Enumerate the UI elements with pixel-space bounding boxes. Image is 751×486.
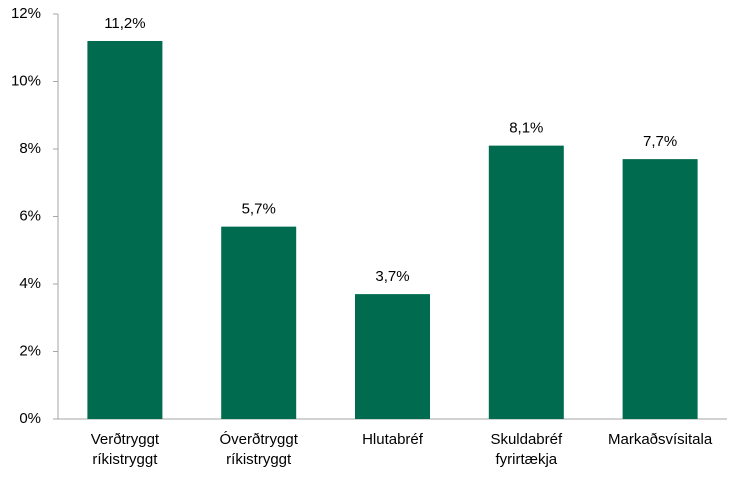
y-tick-label: 0% — [19, 410, 41, 427]
bar — [488, 145, 564, 419]
y-tick-label: 10% — [11, 72, 41, 89]
x-tick-label: Óverðtryggt ríkistryggt — [219, 431, 298, 468]
y-tick-label: 2% — [19, 342, 41, 359]
x-tick-label: Hlutabréf — [362, 431, 423, 448]
x-tick-label: Verðtryggt ríkistryggt — [90, 431, 160, 468]
x-tick-label: Markaðsvísitala — [607, 431, 713, 448]
bar — [87, 41, 163, 419]
data-label: 11,2% — [104, 15, 145, 32]
bar — [622, 159, 698, 419]
data-label: 5,7% — [242, 201, 276, 218]
data-label: 3,7% — [375, 268, 409, 285]
bar — [355, 294, 430, 419]
data-label: 8,1% — [509, 120, 543, 137]
bar — [221, 226, 297, 419]
y-tick-label: 12% — [11, 5, 41, 22]
y-tick-label: 8% — [19, 140, 41, 157]
y-tick-label: 4% — [19, 275, 41, 292]
y-tick-label: 6% — [19, 207, 41, 224]
x-tick-label: Skuldabréf fyrirtækja — [490, 431, 563, 468]
data-label: 7,7% — [643, 133, 677, 150]
